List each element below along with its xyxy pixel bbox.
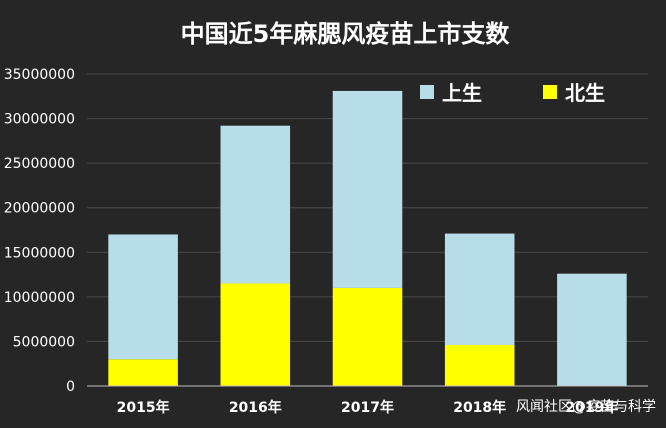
x-tick-label: 2019年 — [565, 399, 618, 416]
y-tick-label: 0 — [66, 379, 75, 395]
y-tick-label: 35000000 — [4, 67, 75, 83]
y-tick-label: 5000000 — [13, 334, 75, 350]
legend-label: 上生 — [442, 81, 482, 105]
x-tick-label: 2017年 — [341, 399, 394, 416]
bar-shangsheng — [444, 233, 515, 345]
bar-beisheng — [108, 359, 178, 386]
bars-layer — [108, 90, 627, 386]
bar-shangsheng — [108, 234, 178, 360]
y-tick-label: 30000000 — [4, 112, 75, 128]
watermark-text: 风闻社区@疫苗与科学 — [516, 399, 656, 415]
bar-shangsheng — [557, 273, 627, 386]
x-tick-label: 2018年 — [453, 399, 506, 416]
chart-title: 中国近5年麻腮风疫苗上市支数 — [181, 20, 511, 48]
y-tick-label: 25000000 — [4, 156, 75, 172]
bar-shangsheng — [332, 90, 403, 288]
bar-shangsheng — [220, 125, 291, 284]
bar-beisheng — [444, 344, 515, 386]
y-tick-label: 20000000 — [4, 201, 75, 217]
y-tick-label: 10000000 — [4, 290, 75, 306]
x-tick-label: 2016年 — [229, 399, 282, 416]
axis-layer: 0 5000000 10000000 15000000 20000000 25000000… — [4, 67, 648, 416]
x-tick-label: 2015年 — [117, 399, 170, 416]
legend-swatch — [543, 85, 557, 99]
bar-beisheng — [220, 283, 291, 386]
legend: 上生 北生 — [420, 81, 605, 105]
legend-swatch — [420, 85, 434, 99]
bar-beisheng — [332, 287, 403, 386]
legend-label: 北生 — [565, 81, 605, 105]
y-tick-label: 15000000 — [4, 245, 75, 261]
